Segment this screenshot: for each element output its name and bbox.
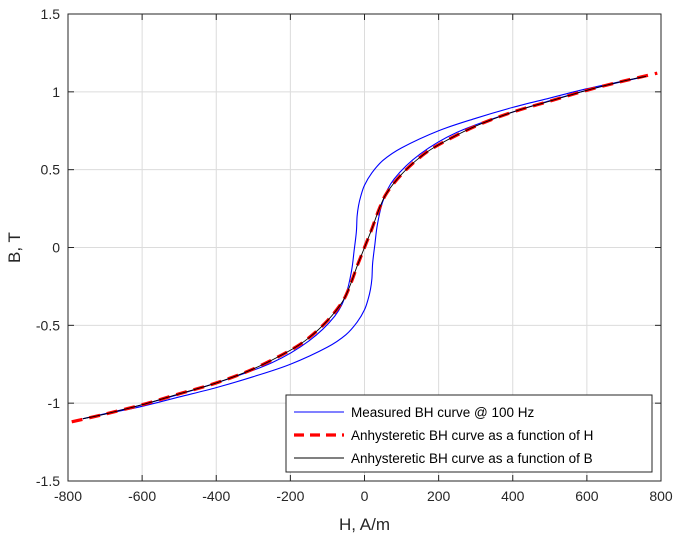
x-tick-label: -600 xyxy=(128,488,156,504)
legend-label: Anhysteretic BH curve as a function of H xyxy=(351,428,593,443)
legend-label: Anhysteretic BH curve as a function of B xyxy=(351,451,593,466)
series-line xyxy=(82,75,647,420)
series-line xyxy=(82,75,647,420)
x-tick-label: -200 xyxy=(276,488,304,504)
curves-layer xyxy=(71,71,658,424)
y-tick-labels: -1.5 -1 -0.5 0 0.5 1 1.5 xyxy=(36,6,60,489)
legend-label: Measured BH curve @ 100 Hz xyxy=(351,405,535,420)
x-tick-label: -400 xyxy=(202,488,230,504)
y-tick-label: 0 xyxy=(52,240,60,256)
x-tick-label: 600 xyxy=(575,488,599,504)
x-axis-label: H, A/m xyxy=(339,515,390,534)
y-tick-label: 1.5 xyxy=(41,6,61,22)
x-tick-label: 800 xyxy=(649,488,673,504)
y-tick-label: 1 xyxy=(52,84,60,100)
y-tick-label: -1.5 xyxy=(36,473,60,489)
y-tick-label: -1 xyxy=(48,395,61,411)
y-tick-label: 0.5 xyxy=(41,162,61,178)
legend-box xyxy=(285,394,653,473)
legend: Measured BH curve @ 100 Hz Anhysteretic B… xyxy=(285,394,653,473)
tick-marks xyxy=(67,13,662,482)
y-axis-label: B, T xyxy=(5,232,24,263)
x-tick-label: -800 xyxy=(54,488,82,504)
x-tick-label: 0 xyxy=(361,488,369,504)
x-tick-label: 200 xyxy=(427,488,451,504)
x-tick-label: 400 xyxy=(501,488,525,504)
y-tick-label: -0.5 xyxy=(36,317,60,333)
x-tick-labels: -800 -600 -400 -200 0 200 400 600 800 xyxy=(54,488,673,504)
series-line xyxy=(82,75,647,420)
